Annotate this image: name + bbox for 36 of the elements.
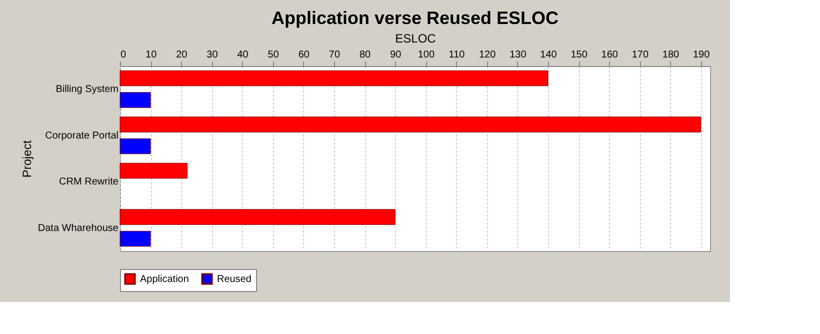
x-tick-label: 150 (570, 50, 588, 60)
bar (120, 116, 702, 132)
y-tick-label: Corporate Portal (45, 130, 118, 142)
x-tick-label: 70 (328, 50, 340, 60)
bar (120, 162, 188, 179)
x-tick-label: 180 (662, 50, 680, 60)
x-tick-label: 110 (448, 50, 466, 60)
x-tick-label: 40 (237, 50, 249, 60)
chart-title: Application verse Reused ESLOC (271, 8, 559, 28)
legend-label: Reused (217, 274, 252, 285)
x-tick-label: 50 (268, 50, 280, 60)
x-tick-label: 10 (146, 50, 158, 60)
y-tick-label: CRM Rewrite (59, 176, 119, 188)
x-tick-label: 140 (540, 50, 558, 60)
x-tick-label: 90 (390, 50, 402, 60)
y-tick-label: Data Wharehouse (38, 222, 119, 234)
x-tick-label: 100 (418, 50, 435, 60)
x-tick-label: 160 (601, 50, 618, 60)
x-tick-label: 170 (632, 50, 649, 60)
x-tick-label: 20 (176, 50, 188, 60)
x-tick-label: 190 (692, 50, 710, 60)
y-tick-label: Billing System (56, 84, 118, 96)
x-tick-label: 130 (510, 50, 527, 60)
x-tick-label: 60 (298, 50, 310, 60)
bar (120, 92, 151, 108)
bar (120, 138, 151, 154)
x-axis-title: ESLOC (395, 32, 436, 46)
x-tick-label: 80 (359, 50, 372, 60)
bar (120, 230, 151, 247)
bar (120, 70, 548, 86)
y-axis-title: Project (20, 140, 34, 178)
x-tick-label: 120 (478, 50, 496, 60)
x-tick-label: 30 (206, 50, 218, 60)
x-tick-label: 0 (120, 50, 126, 60)
bar (120, 209, 396, 225)
legend-label: Application (140, 274, 189, 285)
